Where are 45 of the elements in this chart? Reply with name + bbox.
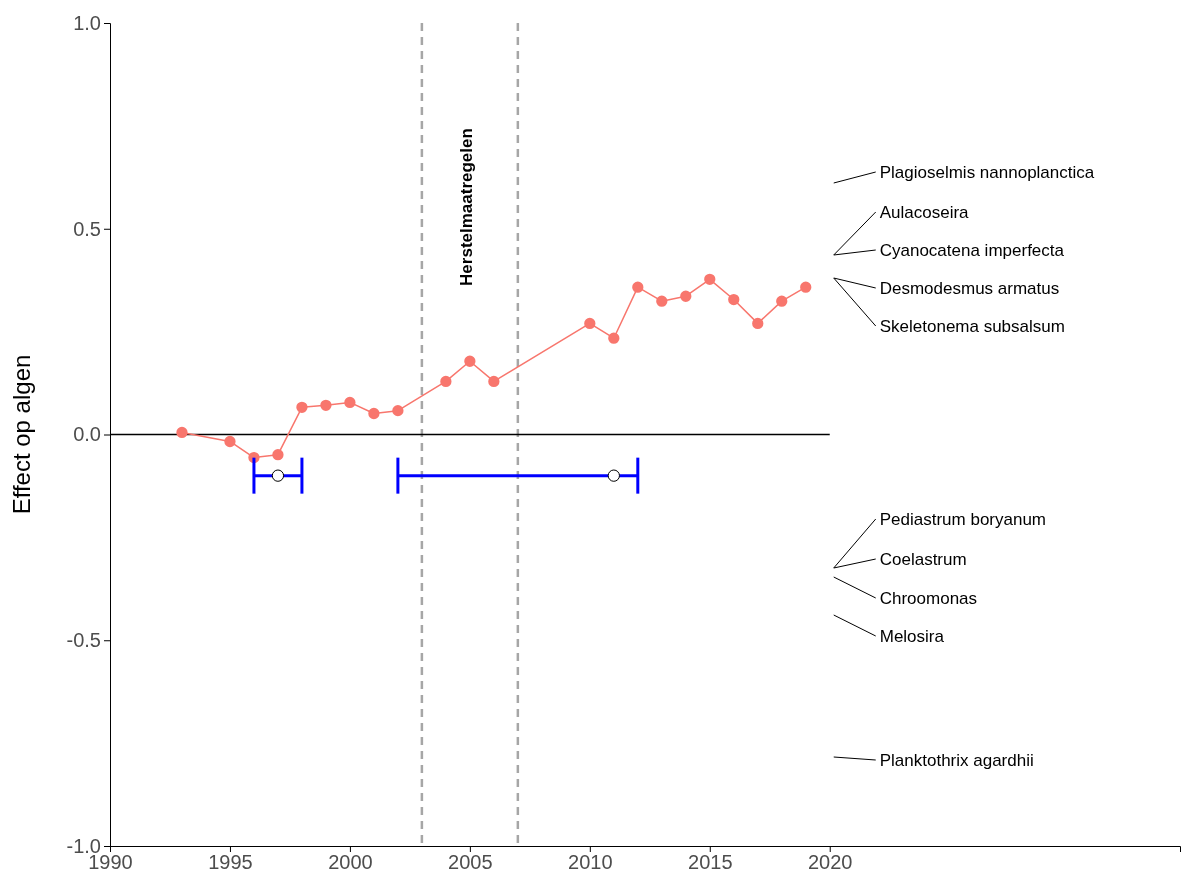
annotation: Planktothrix agardhii [879,750,1034,770]
x-tick-label: 2020 [807,851,853,874]
point [368,407,380,420]
annotation: Plagioselmis nannoplanctica [879,162,1095,182]
annotation: Pediastrum boryanum [879,509,1047,529]
y-tick-label: -0.5 [66,629,101,652]
point [488,375,500,388]
point [440,375,452,388]
y-tick-label: 1.0 [73,11,101,34]
point [776,295,788,307]
point [680,290,692,302]
annotation: Herstelmaatregelen [456,128,476,286]
point [296,401,308,413]
point [392,405,404,417]
point [608,332,620,344]
x-tick-label: 2015 [688,851,733,874]
point [800,281,812,293]
point [584,317,596,330]
point [344,396,356,409]
annotation: Chroomonas [879,588,978,608]
point [272,449,284,461]
annotation: Skeletonema subsalsum [879,316,1065,336]
x-tick-label: 2010 [568,851,613,874]
point [752,317,764,330]
x-tick-label: 2000 [328,851,373,874]
point [176,426,188,439]
x-tick-label: 1995 [208,851,253,874]
point [656,295,668,307]
point [464,355,476,367]
annotation: Aulacoseira [879,202,970,222]
y-tick-label: 0.0 [73,423,101,446]
point [728,293,740,306]
y-axis-title: Effect op algen [8,354,35,515]
point [704,273,716,285]
point [224,435,236,448]
x-tick-label: 2005 [448,851,493,874]
point [271,469,285,482]
y-tick-label: 0.5 [73,217,101,240]
annotation: Desmodesmus armatus [879,278,1060,298]
point [320,399,332,411]
annotation: Coelastrum [879,549,967,569]
point [607,469,620,482]
annotation: Melosira [879,626,945,646]
point [632,281,644,293]
annotation: Cyanocatena imperfecta [879,240,1065,260]
